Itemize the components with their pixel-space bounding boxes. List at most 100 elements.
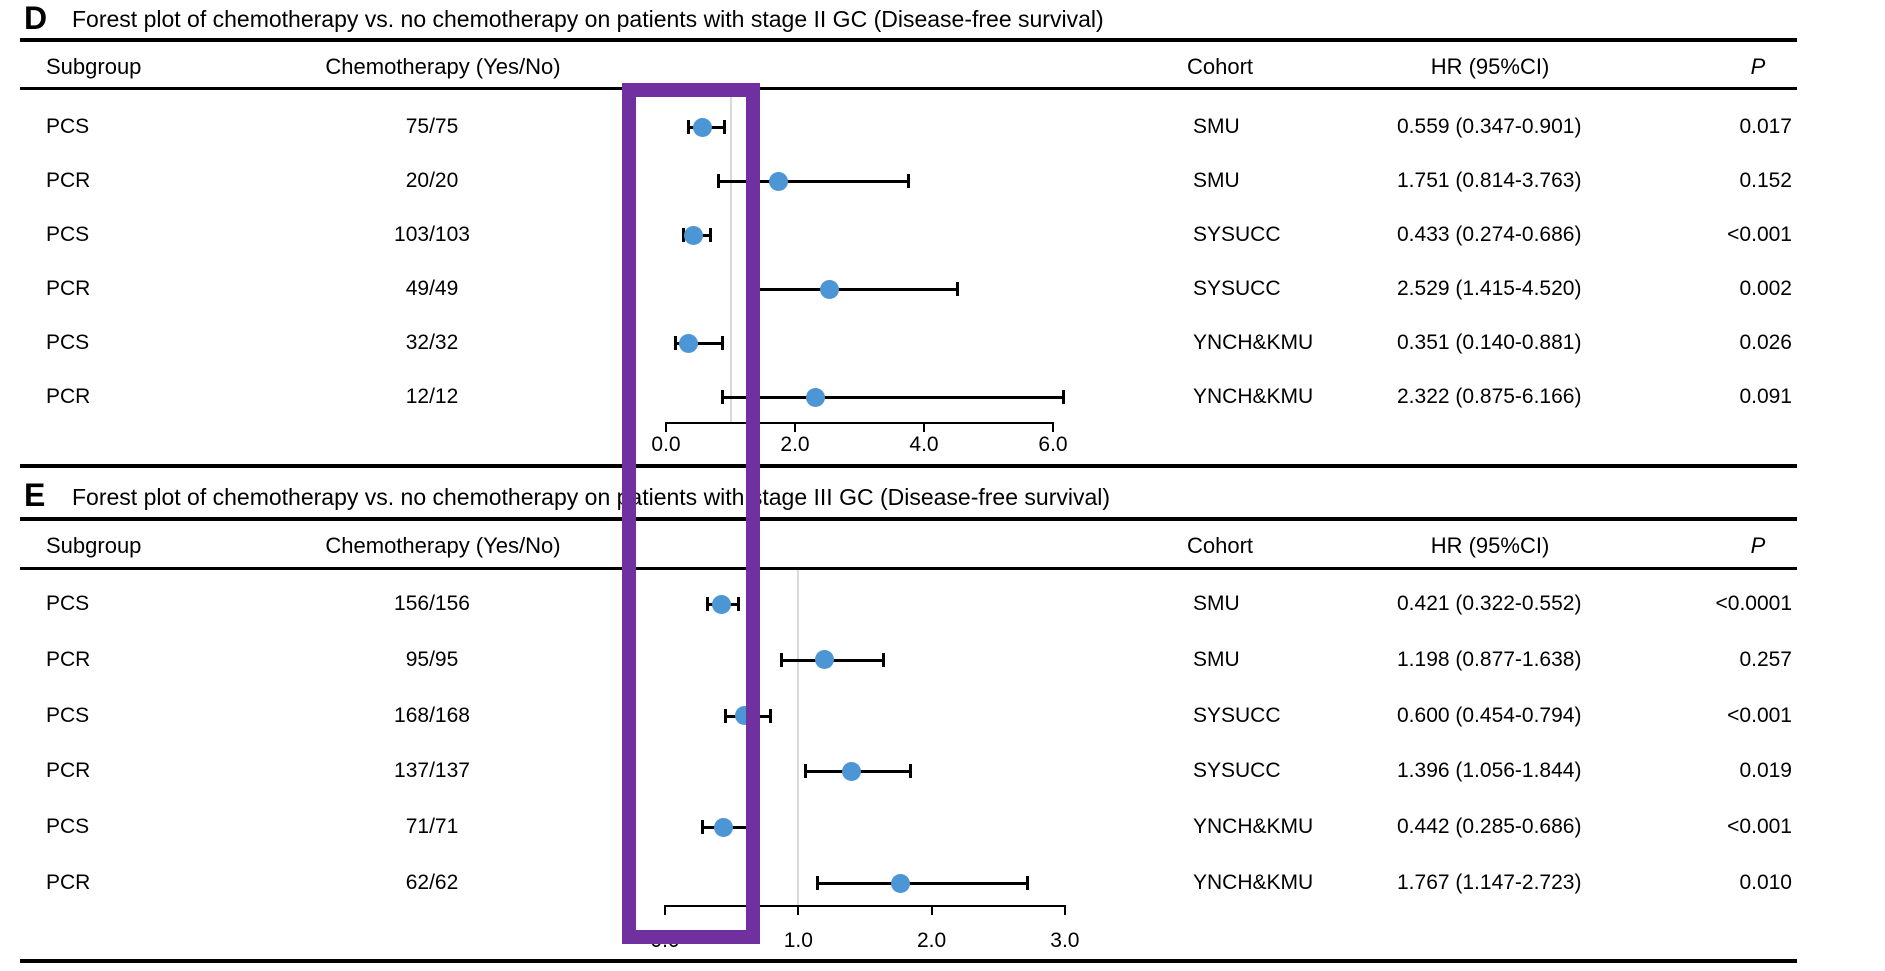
panel-d-col-header-subgroup: Subgroup xyxy=(46,54,142,79)
hr-ci-cell: 0.600 (0.454-0.794) xyxy=(1397,703,1582,727)
hr-ci-cell: 0.421 (0.322-0.552) xyxy=(1397,592,1582,615)
p-value-cell: 0.152 xyxy=(1739,169,1792,192)
subgroup-cell: PCS xyxy=(46,223,90,246)
cohort-cell: YNCH&KMU xyxy=(1193,815,1314,839)
hr1-reference-line xyxy=(729,90,732,422)
hr-point xyxy=(692,117,712,137)
ci-cap-high xyxy=(881,652,885,667)
axis-tick xyxy=(794,422,796,432)
ci-cap-high xyxy=(737,597,741,611)
ci-cap-low xyxy=(720,390,724,404)
chemotherapy-cell: 12/12 xyxy=(405,385,459,408)
cohort-cell: YNCH&KMU xyxy=(1193,871,1314,894)
cohort-cell: SYSUCC xyxy=(1193,759,1281,783)
subgroup-cell: PCS xyxy=(46,703,90,727)
axis-tick xyxy=(797,905,800,915)
hr-ci-cell: 1.751 (0.814-3.763) xyxy=(1397,169,1582,192)
ci-cap-low xyxy=(701,820,705,835)
cohort-cell: YNCH&KMU xyxy=(1193,385,1314,408)
axis-tick xyxy=(665,422,667,432)
subgroup-cell: PCR xyxy=(46,169,91,192)
ci-cap-low xyxy=(706,597,710,611)
hr-point xyxy=(841,761,861,781)
axis-tick-label: 4.0 xyxy=(909,433,939,456)
panel-d-col-header-cohort: Cohort xyxy=(1186,54,1254,79)
ci-cap-high xyxy=(722,120,726,134)
chemotherapy-cell: 49/49 xyxy=(405,277,459,300)
hr-ci-cell: 0.351 (0.140-0.881) xyxy=(1397,331,1582,354)
panel-e-col-header-subgroup: Subgroup xyxy=(46,533,142,558)
chemotherapy-cell: 168/168 xyxy=(394,703,470,727)
cohort-cell: SYSUCC xyxy=(1193,277,1281,300)
p-value-cell: 0.010 xyxy=(1739,871,1792,894)
p-value-cell: <0.001 xyxy=(1727,703,1792,727)
hr-axis-line xyxy=(664,905,1066,907)
axis-tick xyxy=(930,905,933,915)
axis-tick-label: 0.0 xyxy=(651,433,681,456)
p-value-cell: 0.017 xyxy=(1739,115,1792,138)
panel-e-col-header-chemotherapy: Chemotherapy (Yes/No) xyxy=(325,533,561,558)
subgroup-cell: PCS xyxy=(46,815,90,839)
cohort-cell: SMU xyxy=(1193,115,1240,138)
cohort-cell: SYSUCC xyxy=(1193,223,1281,246)
subgroup-cell: PCS xyxy=(46,592,90,615)
ci-error-bar xyxy=(817,882,1028,885)
hr-point xyxy=(714,817,734,837)
panel-d-col-header-hr: HR (95%CI) xyxy=(1430,54,1550,79)
panel-d-header-rule xyxy=(20,87,1797,90)
hr-ci-cell: 1.396 (1.056-1.844) xyxy=(1397,759,1582,783)
hr-point xyxy=(891,873,911,893)
subgroup-cell: PCR xyxy=(46,759,91,783)
subgroup-cell: PCS xyxy=(46,331,90,354)
hr1-reference-line xyxy=(797,570,800,905)
hr-ci-cell: 0.442 (0.285-0.686) xyxy=(1397,815,1582,839)
axis-tick-label: 2.0 xyxy=(780,433,810,456)
panel-e-bottom-rule xyxy=(20,959,1797,963)
hr-point xyxy=(769,171,789,191)
axis-tick xyxy=(923,422,925,432)
panel-d-label: D xyxy=(24,0,48,36)
panel-e-col-header-cohort: Cohort xyxy=(1186,533,1254,558)
hr-ci-cell: 2.322 (0.875-6.166) xyxy=(1397,385,1582,408)
ci-cap-high xyxy=(1026,876,1030,890)
cohort-cell: YNCH&KMU xyxy=(1193,331,1314,354)
hr-point xyxy=(684,225,704,245)
ci-cap-high xyxy=(769,708,773,723)
cohort-cell: SMU xyxy=(1193,169,1240,192)
ci-cap-low xyxy=(804,764,808,779)
panel-d-col-header-p: P xyxy=(1750,54,1766,79)
panel-d-top-rule xyxy=(20,38,1797,42)
ci-error-bar xyxy=(722,396,1064,399)
axis-tick-label: 2.0 xyxy=(916,929,947,952)
hr-ci-cell: 1.198 (0.877-1.638) xyxy=(1397,647,1582,671)
ci-cap-high xyxy=(721,336,725,350)
ci-cap-low xyxy=(682,228,686,242)
chemotherapy-cell: 62/62 xyxy=(405,871,459,894)
p-value-cell: <0.001 xyxy=(1727,815,1792,839)
panel-e-label: E xyxy=(24,477,46,513)
chemotherapy-cell: 156/156 xyxy=(394,592,470,615)
chemotherapy-cell: 103/103 xyxy=(394,223,470,246)
p-value-cell: 0.002 xyxy=(1739,277,1792,300)
ci-cap-low xyxy=(724,708,728,723)
p-value-cell: 0.019 xyxy=(1739,759,1792,783)
panel-e-title: Forest plot of chemotherapy vs. no chemo… xyxy=(72,484,1111,510)
hr-ci-cell: 0.433 (0.274-0.686) xyxy=(1397,223,1582,246)
ci-cap-low xyxy=(717,174,720,188)
subgroup-cell: PCS xyxy=(46,115,90,138)
panel-e-top-rule xyxy=(20,517,1797,521)
p-value-cell: 0.026 xyxy=(1739,331,1792,354)
ci-cap-low xyxy=(780,652,784,667)
p-value-cell: 0.257 xyxy=(1739,647,1792,671)
axis-tick-label: 3.0 xyxy=(1050,929,1080,952)
ci-error-bar xyxy=(675,342,723,345)
highlight-rectangle-annotation xyxy=(622,83,760,944)
panel-e-header-rule xyxy=(20,567,1797,570)
ci-error-bar xyxy=(757,288,958,291)
ci-error-bar xyxy=(718,180,909,183)
hr-point xyxy=(679,333,699,353)
hr-point xyxy=(819,279,839,299)
